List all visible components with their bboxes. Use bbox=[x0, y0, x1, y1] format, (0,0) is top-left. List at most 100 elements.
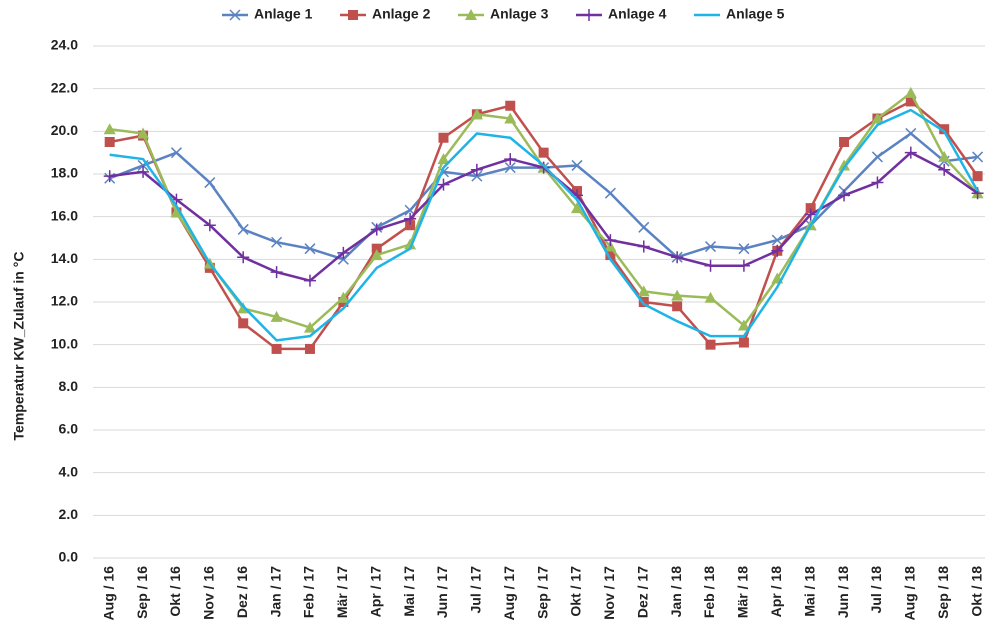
marker-x bbox=[170, 147, 182, 159]
y-tick-label: 2.0 bbox=[59, 506, 79, 522]
marker bbox=[905, 96, 916, 107]
marker bbox=[504, 112, 517, 124]
marker-plus bbox=[370, 223, 383, 236]
marker-square bbox=[839, 137, 850, 147]
x-tick-label: Jul / 17 bbox=[468, 566, 484, 614]
marker bbox=[705, 339, 716, 350]
marker bbox=[771, 244, 784, 257]
marker-x bbox=[504, 162, 516, 174]
marker bbox=[271, 343, 282, 354]
x-tick-label: Feb / 18 bbox=[701, 566, 717, 618]
marker bbox=[371, 243, 382, 254]
marker bbox=[103, 170, 116, 183]
marker-square bbox=[939, 124, 950, 135]
marker bbox=[972, 151, 984, 163]
marker-square bbox=[371, 243, 382, 254]
marker bbox=[203, 219, 216, 232]
marker-x bbox=[905, 127, 917, 139]
marker bbox=[671, 289, 684, 301]
marker-square bbox=[238, 318, 249, 329]
x-tick-label: Dez / 16 bbox=[234, 566, 250, 618]
y-tick-label: 16.0 bbox=[51, 207, 78, 223]
x-tick-label: Mär / 17 bbox=[334, 566, 350, 618]
y-tick-label: 10.0 bbox=[51, 335, 78, 351]
marker-plus bbox=[537, 161, 550, 174]
marker bbox=[104, 137, 115, 147]
marker bbox=[904, 146, 917, 159]
marker-square bbox=[738, 337, 749, 348]
marker bbox=[671, 251, 684, 264]
marker-plus bbox=[671, 251, 684, 264]
marker bbox=[905, 127, 917, 139]
marker-square bbox=[438, 132, 449, 143]
legend-label: Anlage 2 bbox=[372, 6, 431, 22]
marker-plus bbox=[470, 163, 483, 176]
marker bbox=[583, 9, 595, 21]
marker-square bbox=[348, 10, 358, 20]
marker bbox=[304, 343, 315, 354]
marker bbox=[504, 162, 516, 174]
marker bbox=[170, 147, 182, 159]
marker-square bbox=[538, 147, 549, 158]
marker bbox=[229, 9, 241, 21]
marker-plus bbox=[771, 244, 784, 257]
marker bbox=[437, 178, 450, 191]
marker-square bbox=[505, 100, 516, 111]
marker-x bbox=[871, 151, 883, 163]
marker bbox=[270, 266, 283, 279]
x-tick-label: Jan / 17 bbox=[267, 566, 283, 618]
x-tick-label: Jun / 18 bbox=[835, 566, 851, 618]
marker bbox=[737, 259, 750, 272]
marker-plus bbox=[504, 153, 517, 166]
marker-triangle bbox=[904, 86, 917, 98]
x-tick-label: Dez / 17 bbox=[634, 566, 650, 618]
marker bbox=[303, 321, 316, 333]
marker bbox=[672, 301, 683, 312]
x-tick-label: Jun / 17 bbox=[434, 566, 450, 618]
marker bbox=[271, 236, 283, 248]
marker bbox=[571, 159, 583, 171]
marker bbox=[738, 337, 749, 348]
marker-square bbox=[972, 171, 983, 182]
marker bbox=[605, 250, 616, 261]
marker bbox=[170, 206, 183, 218]
y-tick-label: 6.0 bbox=[59, 421, 79, 437]
y-tick-label: 18.0 bbox=[51, 165, 78, 181]
marker-plus bbox=[637, 240, 650, 253]
y-axis-title: Temperatur KW_Zulauf in °C bbox=[11, 252, 27, 441]
x-tick-label: Aug / 16 bbox=[100, 566, 116, 621]
marker bbox=[871, 176, 884, 189]
marker bbox=[504, 153, 517, 166]
marker bbox=[470, 108, 483, 120]
marker bbox=[465, 9, 477, 20]
marker-triangle bbox=[671, 289, 684, 301]
marker-plus bbox=[103, 170, 116, 183]
marker bbox=[704, 259, 717, 272]
x-tick-label: Okt / 18 bbox=[968, 566, 984, 617]
marker bbox=[838, 189, 851, 202]
x-tick-label: Mai / 18 bbox=[801, 566, 817, 617]
marker bbox=[638, 297, 649, 307]
x-tick-label: Mai / 17 bbox=[401, 566, 417, 617]
marker bbox=[704, 291, 717, 303]
marker-plus bbox=[337, 246, 350, 259]
marker-square bbox=[638, 297, 649, 307]
marker-x bbox=[604, 187, 616, 199]
marker bbox=[405, 220, 416, 231]
x-tick-label: Aug / 18 bbox=[902, 566, 918, 621]
marker-x bbox=[638, 221, 650, 233]
marker-triangle bbox=[404, 238, 417, 250]
marker-x bbox=[771, 234, 783, 246]
marker-plus bbox=[237, 251, 250, 264]
marker bbox=[939, 124, 950, 135]
marker-plus bbox=[270, 266, 283, 279]
marker-x bbox=[704, 241, 717, 253]
marker bbox=[538, 147, 549, 158]
marker-triangle bbox=[704, 291, 717, 303]
y-tick-label: 14.0 bbox=[51, 250, 78, 266]
marker bbox=[804, 208, 817, 221]
marker-plus bbox=[203, 219, 216, 232]
series-line bbox=[109, 108, 979, 342]
marker bbox=[604, 187, 616, 199]
